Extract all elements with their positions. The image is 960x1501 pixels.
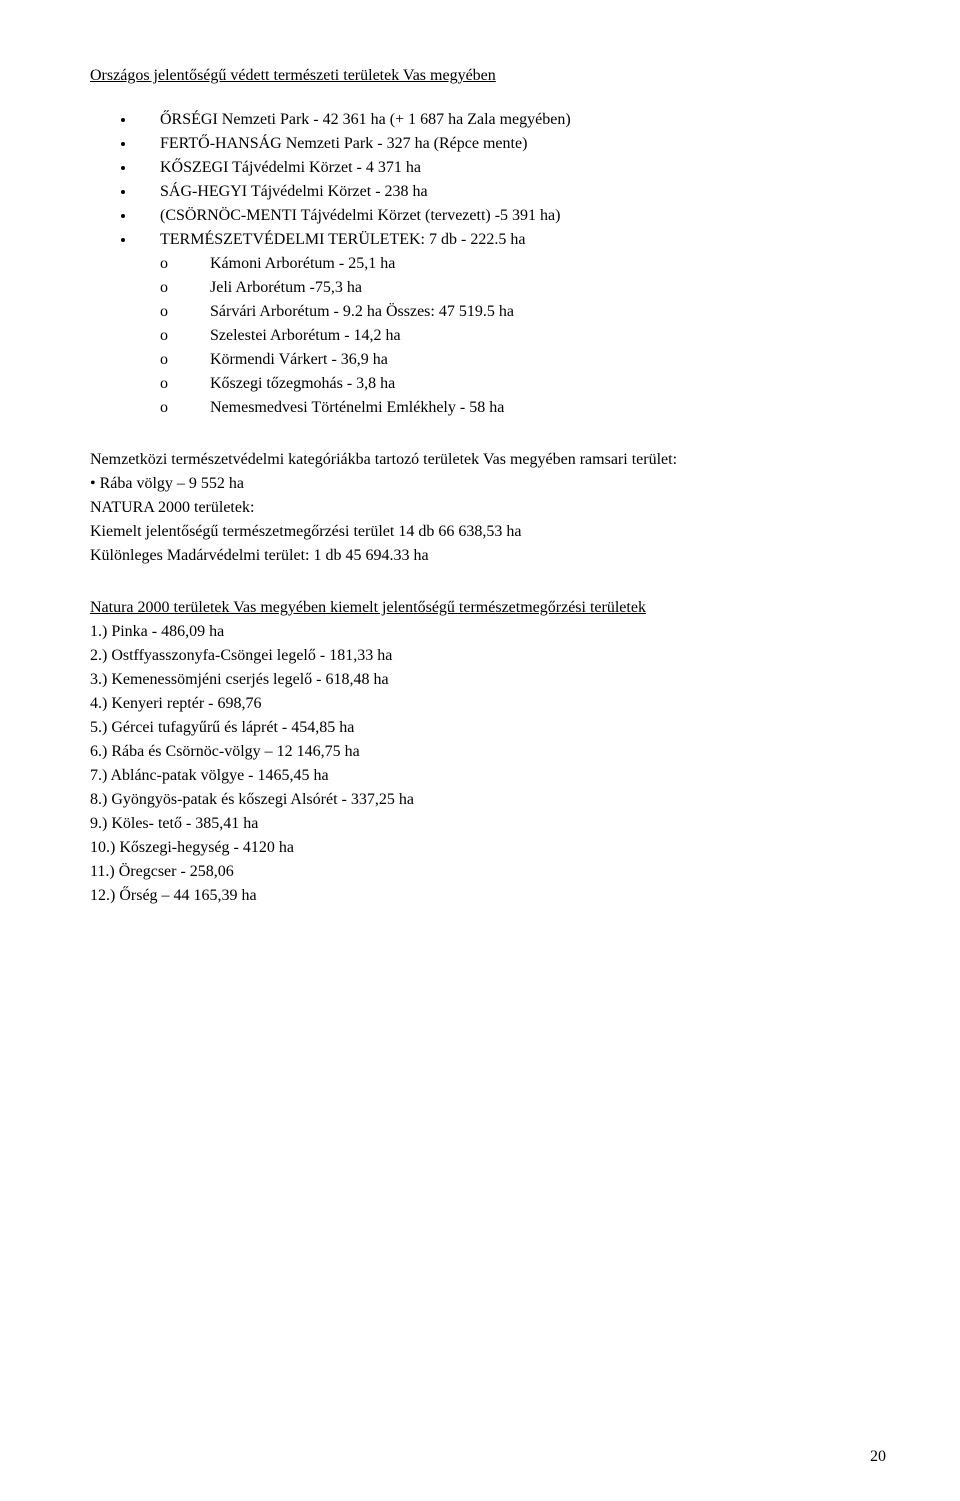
intl-line: Különleges Madárvédelmi terület: 1 db 45… (90, 544, 870, 568)
sub-marker: o (160, 348, 210, 372)
intl-line: Nemzetközi természetvédelmi kategóriákba… (90, 448, 870, 472)
sub-list-text: Jeli Arborétum -75,3 ha (210, 279, 362, 296)
sub-marker: o (160, 300, 210, 324)
list-item: KŐSZEGI Tájvédelmi Körzet - 4 371 ha (136, 156, 870, 180)
sub-list-item: oSzelestei Arborétum - 14,2 ha (90, 324, 870, 348)
sub-list-item: oKámoni Arborétum - 25,1 ha (90, 252, 870, 276)
sub-list-item: oKőszegi tőzegmohás - 3,8 ha (90, 372, 870, 396)
natura-item: 5.) Gércei tufagyűrű és láprét - 454,85 … (90, 716, 870, 740)
sub-marker: o (160, 372, 210, 396)
list-item: ŐRSÉGI Nemzeti Park - 42 361 ha (+ 1 687… (136, 108, 870, 132)
intl-line: NATURA 2000 területek: (90, 496, 870, 520)
natura-item: 11.) Öregcser - 258,06 (90, 860, 870, 884)
list-item: FERTŐ-HANSÁG Nemzeti Park - 327 ha (Répc… (136, 132, 870, 156)
list-item-text: (CSÖRNÖC-MENTI Tájvédelmi Körzet (tervez… (160, 207, 560, 224)
natura-item: 6.) Rába és Csörnöc-völgy – 12 146,75 ha (90, 740, 870, 764)
natura-item: 4.) Kenyeri reptér - 698,76 (90, 692, 870, 716)
sub-list-item: oNemesmedvesi Történelmi Emlékhely - 58 … (90, 396, 870, 420)
sub-list-item: oKörmendi Várkert - 36,9 ha (90, 348, 870, 372)
natura-heading: Natura 2000 területek Vas megyében kieme… (90, 596, 870, 620)
main-bullet-list: ŐRSÉGI Nemzeti Park - 42 361 ha (+ 1 687… (90, 108, 870, 252)
sub-list-text: Körmendi Várkert - 36,9 ha (210, 351, 388, 368)
list-item-text: KŐSZEGI Tájvédelmi Körzet - 4 371 ha (160, 159, 421, 176)
sub-marker: o (160, 252, 210, 276)
list-item: (CSÖRNÖC-MENTI Tájvédelmi Körzet (tervez… (136, 204, 870, 228)
international-block: Nemzetközi természetvédelmi kategóriákba… (90, 448, 870, 568)
sub-list-text: Nemesmedvesi Történelmi Emlékhely - 58 h… (210, 399, 504, 416)
list-item-text: TERMÉSZETVÉDELMI TERÜLETEK: 7 db - 222.5… (160, 231, 525, 248)
natura-item: 8.) Gyöngyös-patak és kőszegi Alsórét - … (90, 788, 870, 812)
sub-list-item: oSárvári Arborétum - 9.2 ha Összes: 47 5… (90, 300, 870, 324)
sub-list-text: Sárvári Arborétum - 9.2 ha Összes: 47 51… (210, 303, 514, 320)
page: Országos jelentőségű védett természeti t… (0, 0, 960, 1501)
list-item-text: ŐRSÉGI Nemzeti Park - 42 361 ha (+ 1 687… (160, 111, 571, 128)
sub-list-text: Szelestei Arborétum - 14,2 ha (210, 327, 401, 344)
natura-item: 1.) Pinka - 486,09 ha (90, 620, 870, 644)
natura-item: 12.) Őrség – 44 165,39 ha (90, 884, 870, 908)
list-item: TERMÉSZETVÉDELMI TERÜLETEK: 7 db - 222.5… (136, 228, 870, 252)
natura-item: 3.) Kemenessömjéni cserjés legelő - 618,… (90, 668, 870, 692)
natura-item: 10.) Kőszegi-hegység - 4120 ha (90, 836, 870, 860)
sub-list-text: Kőszegi tőzegmohás - 3,8 ha (210, 375, 395, 392)
list-item: SÁG-HEGYI Tájvédelmi Körzet - 238 ha (136, 180, 870, 204)
sub-bullet-list: oKámoni Arborétum - 25,1 ha oJeli Arboré… (90, 252, 870, 420)
sub-marker: o (160, 276, 210, 300)
sub-marker: o (160, 396, 210, 420)
intl-line: Kiemelt jelentőségű természetmegőrzési t… (90, 520, 870, 544)
page-number: 20 (870, 1445, 886, 1469)
natura-item: 9.) Köles- tető - 385,41 ha (90, 812, 870, 836)
sub-marker: o (160, 324, 210, 348)
list-item-text: SÁG-HEGYI Tájvédelmi Körzet - 238 ha (160, 183, 428, 200)
intl-line: • Rába völgy – 9 552 ha (90, 472, 870, 496)
sub-list-text: Kámoni Arborétum - 25,1 ha (210, 255, 395, 272)
main-heading: Országos jelentőségű védett természeti t… (90, 64, 870, 88)
list-item-text: FERTŐ-HANSÁG Nemzeti Park - 327 ha (Répc… (160, 135, 527, 152)
natura-item: 2.) Ostffyasszonyfa-Csöngei legelő - 181… (90, 644, 870, 668)
natura-item: 7.) Ablánc-patak völgye - 1465,45 ha (90, 764, 870, 788)
natura-block: Natura 2000 területek Vas megyében kieme… (90, 596, 870, 908)
sub-list-item: oJeli Arborétum -75,3 ha (90, 276, 870, 300)
